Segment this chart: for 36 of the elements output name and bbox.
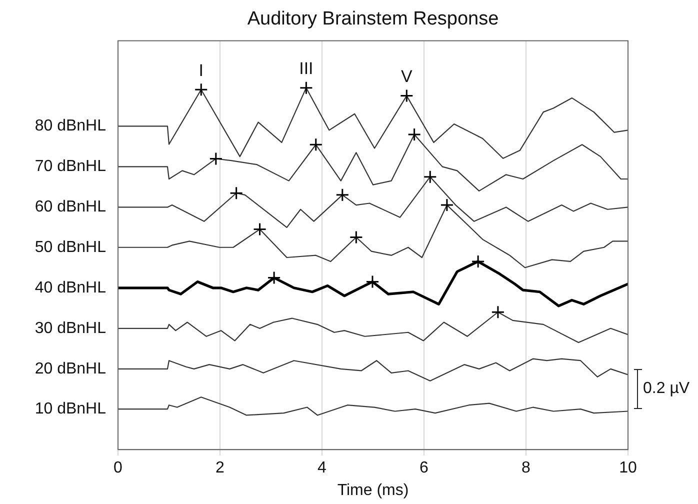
point (366, 274, 380, 288)
series-label: 30 dBnHL (34, 320, 106, 337)
annotation: V (400, 66, 413, 86)
point (423, 170, 437, 184)
annotation: I (198, 60, 204, 80)
point (230, 186, 244, 200)
point (253, 222, 267, 236)
chart-title: Auditory Brainstem Response (247, 8, 499, 30)
point (471, 254, 485, 268)
point (209, 152, 223, 166)
point (440, 198, 454, 212)
series-label: 20 dBnHL (34, 360, 106, 378)
point (491, 305, 505, 319)
x-tick-label: 10 (619, 460, 637, 477)
x-tick-label: 0 (114, 460, 123, 477)
series-label: 50 dBnHL (34, 238, 106, 256)
annotation: III (299, 59, 314, 78)
point (349, 230, 363, 244)
series-label: 60 dBnHL (34, 198, 106, 216)
point (309, 138, 323, 152)
x-axis-title: Time (ms) (337, 482, 409, 499)
point (267, 271, 281, 285)
point (299, 81, 313, 95)
point (400, 89, 414, 103)
point (336, 188, 350, 202)
series-label: 40 dBnHL (34, 279, 106, 296)
point (408, 128, 422, 142)
series-label: 10 dBnHL (34, 400, 106, 418)
series-label: 80 dBnHL (34, 118, 106, 135)
x-tick-label: 4 (318, 460, 327, 477)
point (194, 82, 208, 96)
text: 0.2 µV (643, 380, 690, 398)
x-tick-label: 8 (522, 460, 531, 477)
x-tick-label: 6 (420, 460, 429, 477)
series-label: 70 dBnHL (34, 158, 106, 176)
x-tick-label: 2 (216, 460, 225, 477)
